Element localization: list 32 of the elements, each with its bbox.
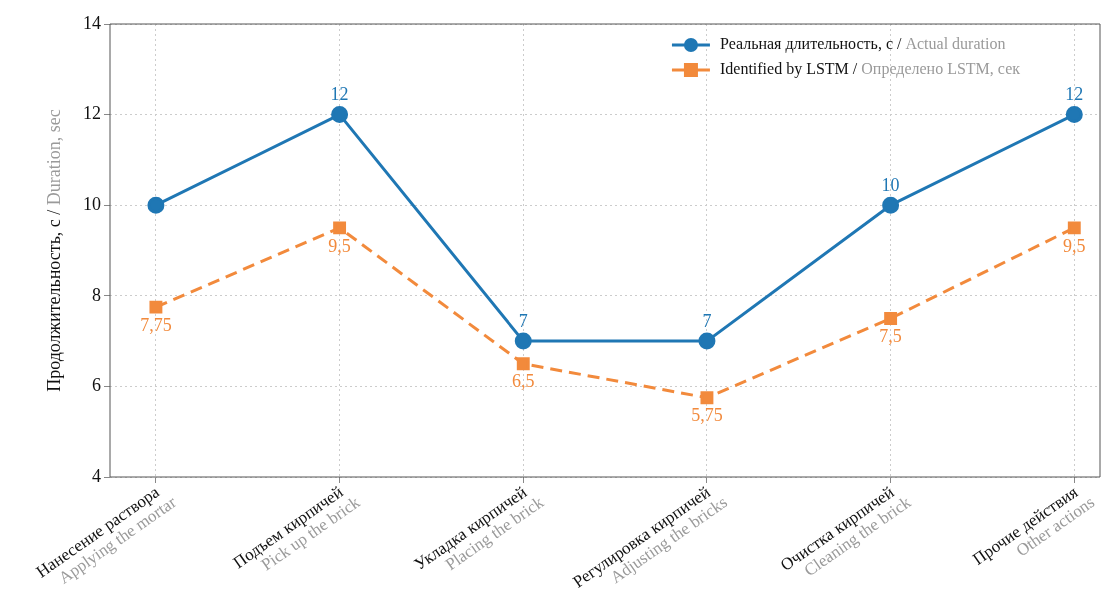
data-label: 12 [330, 84, 349, 105]
point [331, 106, 349, 124]
data-label: 9,5 [1063, 235, 1086, 256]
point [1067, 221, 1081, 235]
data-label: 12 [1065, 84, 1084, 105]
y-tick-label: 6 [92, 375, 101, 396]
y-axis-title: Продолжительность, с / Duration, sec [43, 109, 64, 392]
data-label: 7 [518, 310, 528, 331]
data-label: 7,75 [140, 314, 172, 335]
y-tick-label: 8 [92, 284, 101, 305]
legend-label: Identified by LSTM / Определено LSTM, сек [719, 60, 1021, 79]
y-tick-label: 14 [83, 12, 101, 33]
point [516, 357, 530, 371]
point [884, 312, 898, 325]
data-label: 7,5 [879, 326, 902, 347]
data-label: 10 [881, 174, 900, 195]
point [333, 221, 347, 235]
point [149, 300, 163, 314]
y-tick-label: 10 [83, 193, 101, 214]
data-label: 6,5 [512, 371, 535, 392]
point [698, 332, 716, 350]
y-tick-label: 12 [83, 103, 101, 124]
point [514, 332, 532, 350]
y-tick-label: 4 [92, 465, 101, 486]
point [147, 196, 165, 214]
point [700, 391, 714, 405]
point [882, 196, 900, 214]
data-label: 7 [702, 310, 712, 331]
data-label: 9,5 [328, 235, 351, 256]
legend-label: Реальная длительность, с / Actual duration [719, 35, 1006, 54]
point [1065, 106, 1083, 124]
data-label: 5,75 [691, 405, 723, 426]
